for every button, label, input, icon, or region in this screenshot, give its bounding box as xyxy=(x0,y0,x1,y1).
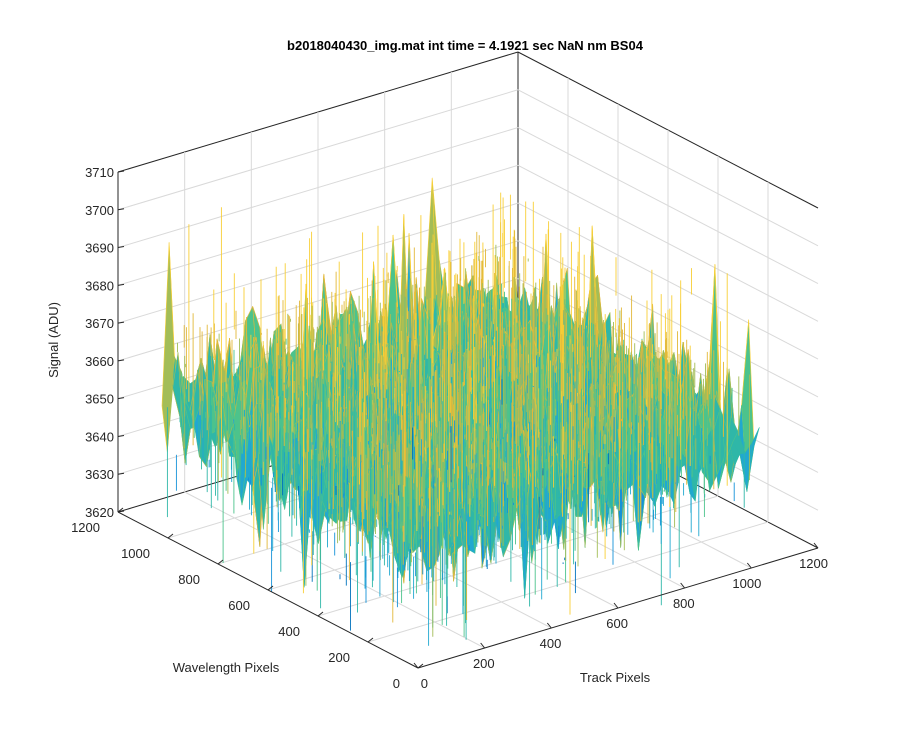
grid-line-z-left xyxy=(117,164,519,286)
x-tick-label: 600 xyxy=(606,616,628,631)
y-tick xyxy=(367,637,374,643)
z-tick xyxy=(117,208,125,211)
x-tick xyxy=(413,662,419,669)
grid-line-z-left xyxy=(117,240,519,362)
y-tick-label: 400 xyxy=(278,624,300,639)
grid-line-z-right xyxy=(517,202,819,360)
z-tick-label: 3680 xyxy=(85,278,114,293)
z-tick-label: 3640 xyxy=(85,429,114,444)
z-tick xyxy=(117,283,125,286)
y-tick xyxy=(217,559,224,565)
z-tick xyxy=(117,321,125,324)
z-tick-label: 3620 xyxy=(85,505,114,520)
x-tick-label: 0 xyxy=(421,676,428,691)
y-tick-label: 0 xyxy=(393,676,400,691)
z-tick xyxy=(117,359,125,362)
grid-line-z-right xyxy=(517,127,819,284)
z-tick-label: 3650 xyxy=(85,392,114,407)
x-tick-label: 800 xyxy=(673,596,695,611)
z-tick xyxy=(117,397,125,400)
grid-line-y-floor xyxy=(367,521,769,643)
y-tick-label: 600 xyxy=(228,598,250,613)
grid-line-z-right xyxy=(517,89,819,247)
y-tick xyxy=(417,663,424,669)
y-tick xyxy=(267,585,274,591)
axis-ticks: 3620 3630 3640 3650 3660 3670 3680 3690 3700 3710… xyxy=(71,165,828,691)
y-tick xyxy=(167,533,174,539)
x-tick xyxy=(813,542,819,549)
x-tick xyxy=(546,622,552,629)
y-tick xyxy=(317,611,324,617)
z-tick-label: 3630 xyxy=(85,467,114,482)
grid-line-y-floor xyxy=(317,495,719,617)
grid-line-z-left xyxy=(117,89,519,211)
z-tick xyxy=(117,170,125,173)
x-tick xyxy=(613,602,619,609)
z-tick xyxy=(117,246,125,249)
y-tick-label: 800 xyxy=(178,572,200,587)
x-tick xyxy=(480,642,486,649)
z-tick xyxy=(117,472,125,475)
grid-line-z-right xyxy=(517,164,819,322)
z-tick-label: 3690 xyxy=(85,241,114,256)
grid-line-z-left xyxy=(117,202,519,324)
x-tick-label: 1200 xyxy=(799,556,828,571)
x-tick-label: 1000 xyxy=(732,576,761,591)
z-tick xyxy=(117,434,125,437)
z-tick-label: 3710 xyxy=(85,165,114,180)
x-tick xyxy=(746,562,752,569)
surface-mesh xyxy=(161,177,760,646)
x-tick xyxy=(680,582,686,589)
grid-line-z-left xyxy=(117,127,519,249)
x-tick-label: 400 xyxy=(540,636,562,651)
z-tick-label: 3700 xyxy=(85,203,114,218)
x-tick-label: 200 xyxy=(473,656,495,671)
z-tick-label: 3660 xyxy=(85,354,114,369)
y-tick-label: 200 xyxy=(328,650,350,665)
z-tick-label: 3670 xyxy=(85,316,114,331)
